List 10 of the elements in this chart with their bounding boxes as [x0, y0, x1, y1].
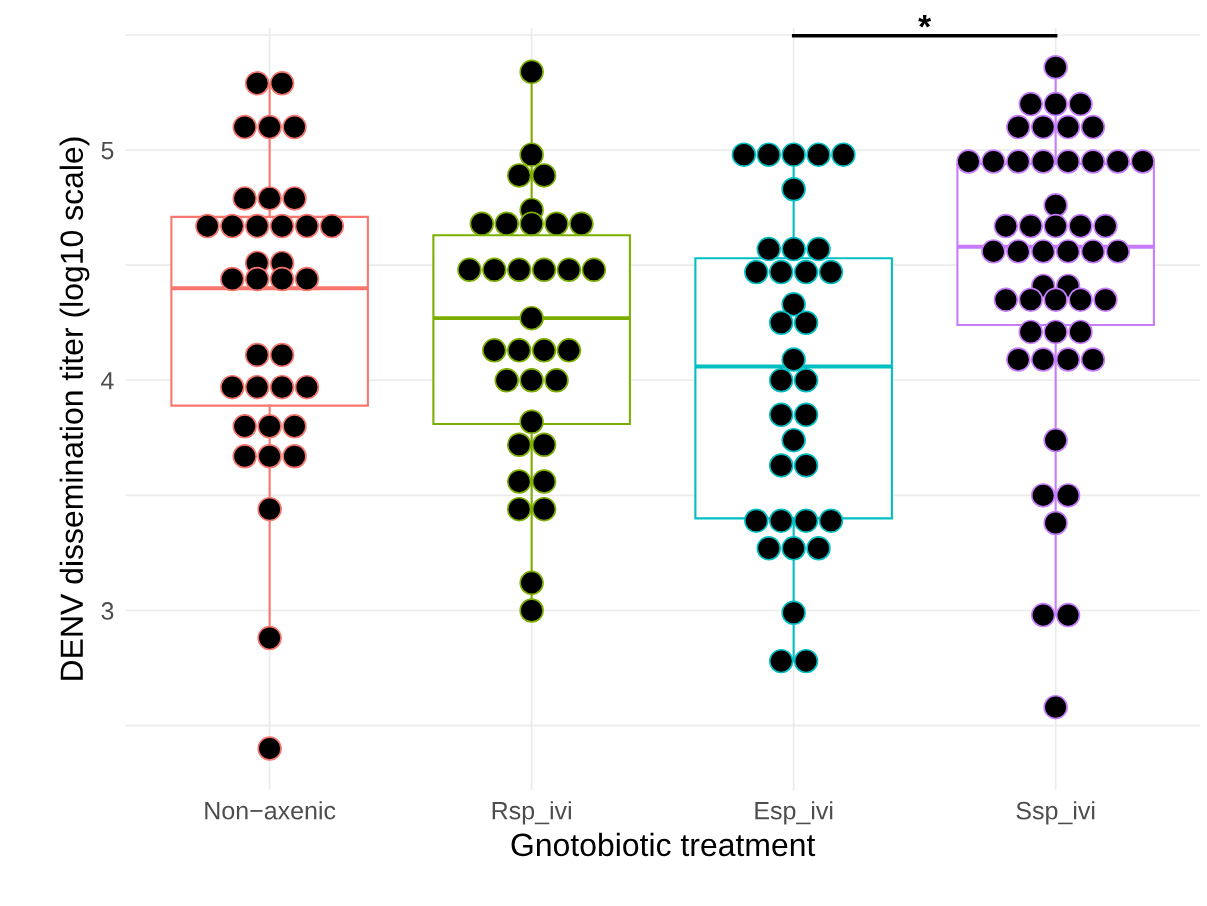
y-tick-label: 5 [101, 141, 114, 160]
x-tick-label: Non−axenic [205, 801, 336, 820]
x-tick-label: Ssp_ivi [1016, 801, 1095, 825]
x-tick-label: Esp_ivi [755, 801, 833, 825]
x-tick-label: Rsp_ivi [492, 801, 571, 825]
text: * [918, 15, 932, 28]
y-axis-title: DENV dissemination titer (log10 scale) [59, 137, 90, 680]
x-axis-title: Gnotobiotic treatment [511, 832, 816, 857]
y-tick-label: 3 [101, 602, 114, 620]
y-tick-label: 4 [101, 372, 114, 390]
